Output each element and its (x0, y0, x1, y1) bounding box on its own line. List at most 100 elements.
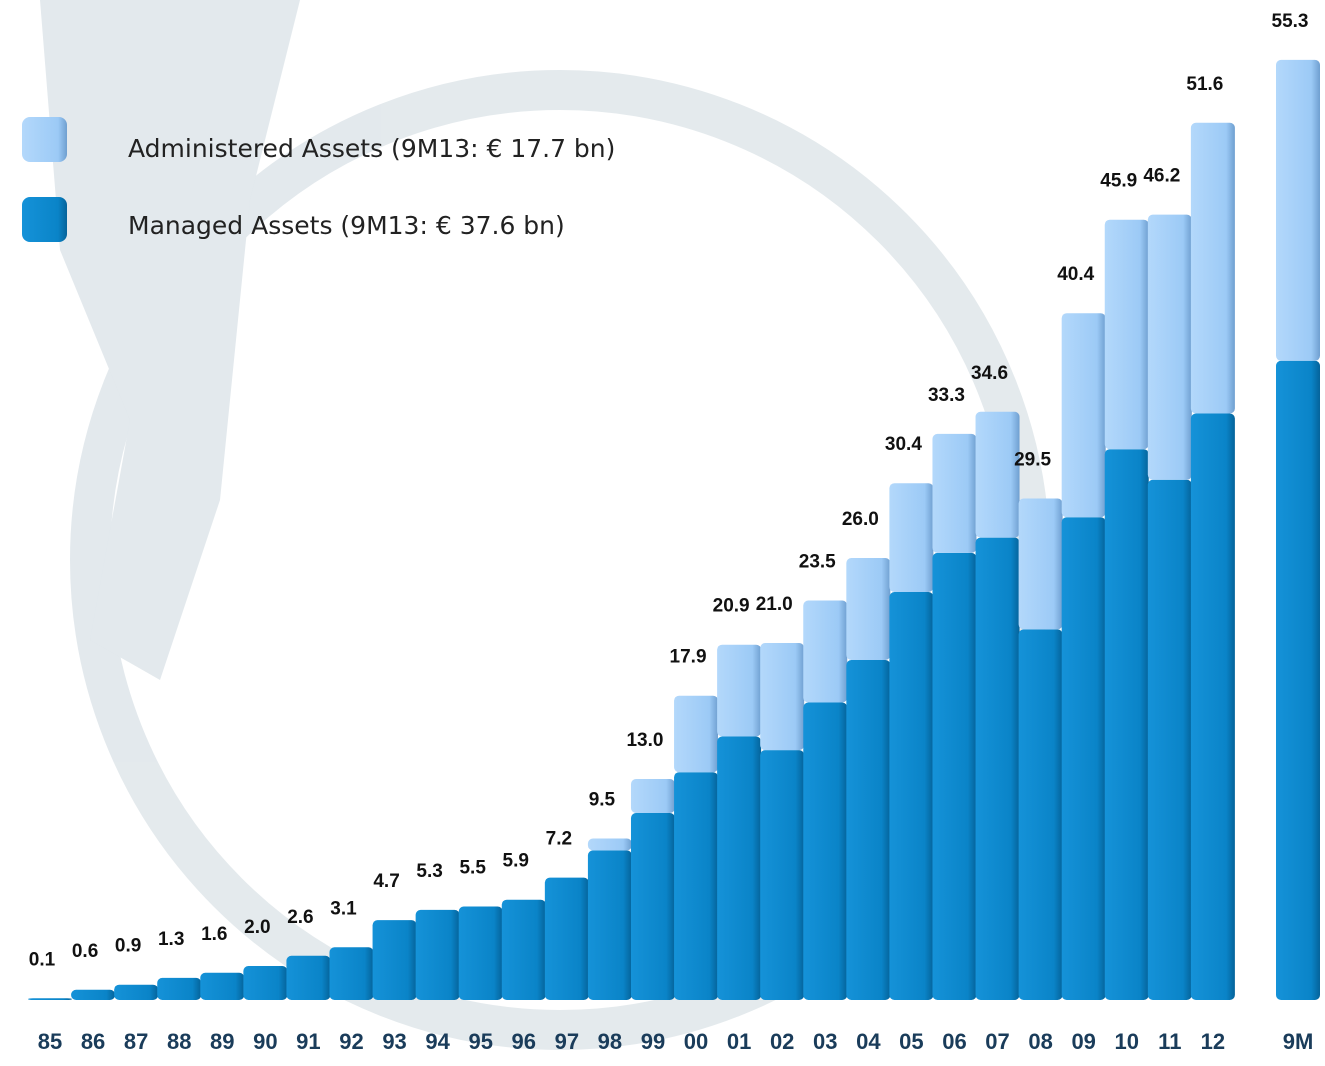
bar-segment (803, 702, 848, 1000)
bar-segment (243, 966, 288, 1000)
value-label: 40.4 (1057, 264, 1094, 285)
x-tick-label: 11 (1158, 1029, 1181, 1054)
bar-segment (1104, 219, 1149, 450)
bar-segment (587, 838, 632, 851)
x-tick-label: 99 (641, 1029, 665, 1054)
bar-segment (975, 537, 1020, 1000)
x-tick-label: 08 (1028, 1029, 1052, 1054)
value-label: 1.6 (201, 924, 227, 945)
bar-segment (674, 772, 719, 1000)
bar-segment (889, 483, 934, 592)
value-label: 1.3 (158, 929, 184, 950)
x-tick-label: 09 (1071, 1029, 1095, 1054)
value-label: 0.9 (115, 936, 141, 957)
bar-segment (200, 972, 245, 1000)
value-label: 7.2 (546, 829, 572, 850)
legend-label: Administered Assets (9M13: € 17.7 bn) (128, 134, 615, 163)
bar-segment (1018, 498, 1063, 630)
x-tick-label: 92 (339, 1029, 363, 1054)
bar-segment (157, 977, 202, 1000)
x-tick-label: 97 (555, 1029, 579, 1054)
x-tick-label: 96 (512, 1029, 536, 1054)
value-label: 0.1 (29, 949, 56, 970)
bar-segment (630, 779, 675, 813)
bar-segment (587, 850, 632, 1000)
value-label: 13.0 (626, 730, 663, 751)
value-label: 21.0 (756, 594, 793, 615)
value-label: 26.0 (842, 509, 879, 530)
value-label: 33.3 (928, 385, 965, 406)
value-label: 3.1 (330, 898, 357, 919)
x-tick-label: 06 (942, 1029, 966, 1054)
value-label: 30.4 (885, 434, 922, 455)
value-label: 0.6 (72, 941, 98, 962)
x-tick-label: 07 (985, 1029, 1009, 1054)
bar-segment (1190, 122, 1235, 414)
x-tick-label: 01 (727, 1029, 751, 1054)
bar-segment (415, 909, 460, 1000)
x-tick-label: 95 (468, 1029, 492, 1054)
bar-segment (286, 955, 331, 1000)
x-tick-label: 9M (1283, 1029, 1314, 1054)
x-tick-label: 00 (684, 1029, 708, 1054)
value-label: 29.5 (1014, 450, 1051, 471)
bar-segment (458, 906, 503, 1000)
bar-segment (329, 947, 374, 1000)
value-label: 45.9 (1100, 171, 1137, 192)
x-tick-label: 89 (210, 1029, 234, 1054)
x-tick-label: 86 (81, 1029, 105, 1054)
x-tick-label: 91 (296, 1029, 320, 1054)
value-label: 51.6 (1186, 74, 1223, 95)
x-tick-label: 94 (425, 1029, 450, 1054)
bar-segment (28, 998, 72, 1000)
x-tick-label: 04 (856, 1029, 881, 1054)
bar-segment (889, 592, 934, 1000)
bar-segment (1276, 59, 1320, 361)
x-tick-label: 05 (899, 1029, 923, 1054)
bar-segment (630, 813, 675, 1000)
bar-segment (1190, 413, 1235, 1000)
bar-segment (717, 736, 762, 1000)
x-tick-label: 12 (1201, 1029, 1225, 1054)
bar-segment (975, 411, 1020, 538)
x-tick-label: 10 (1115, 1029, 1139, 1054)
value-label: 9.5 (589, 790, 616, 811)
bar-segment (114, 984, 159, 1000)
bar-segment (71, 989, 116, 1000)
value-label: 46.2 (1143, 166, 1180, 187)
value-label: 55.3 (1272, 11, 1309, 32)
legend-swatch (22, 117, 67, 162)
bar-segment (501, 899, 546, 1000)
x-tick-label: 93 (382, 1029, 406, 1054)
bar-segment (674, 695, 719, 773)
bar-segment (544, 877, 589, 1000)
bar-segment (760, 643, 805, 751)
x-tick-label: 98 (598, 1029, 622, 1054)
bar-segment (760, 750, 805, 1000)
value-label: 2.6 (287, 907, 313, 928)
legend-swatch (22, 197, 67, 242)
bar-segment (717, 644, 762, 737)
bar-segment (372, 920, 417, 1000)
bar-segment (932, 552, 977, 1000)
bar-segment (803, 600, 848, 703)
bar-segment (1018, 629, 1063, 1000)
bar-segment (1147, 214, 1192, 480)
bar-segment (1061, 517, 1106, 1000)
bar-segment (846, 660, 891, 1000)
x-tick-label: 03 (813, 1029, 837, 1054)
bar-segment (846, 558, 891, 660)
value-label: 5.3 (416, 861, 442, 882)
value-label: 2.0 (244, 917, 270, 938)
x-tick-label: 02 (770, 1029, 794, 1054)
x-tick-label: 88 (167, 1029, 191, 1054)
bar-segment (1104, 449, 1149, 1000)
value-label: 5.9 (503, 851, 529, 872)
x-tick-label: 87 (124, 1029, 148, 1054)
value-label: 34.6 (971, 363, 1008, 384)
value-label: 5.5 (459, 858, 486, 879)
value-label: 4.7 (373, 871, 399, 892)
legend: Administered Assets (9M13: € 17.7 bn) Ma… (22, 117, 615, 242)
value-label: 23.5 (799, 552, 836, 573)
